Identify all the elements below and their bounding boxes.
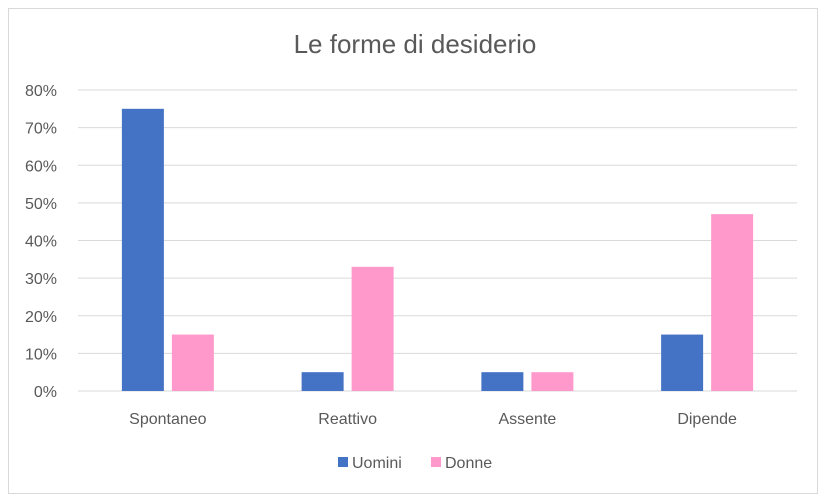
- bar-uomini-reattivo: [301, 372, 344, 391]
- bar-donne-spontaneo: [171, 334, 214, 391]
- bar-uomini-assente: [481, 372, 524, 391]
- bar-donne-dipende: [711, 214, 754, 391]
- legend-label-donne: Donne: [445, 455, 492, 472]
- x-category-label: Assente: [498, 411, 556, 428]
- bar-donne-reattivo: [351, 266, 394, 391]
- y-tick-label: 30%: [25, 271, 57, 288]
- legend: Uomini Donne: [338, 455, 492, 472]
- y-tick-label: 70%: [25, 121, 57, 138]
- legend-swatch-donne: [431, 457, 441, 467]
- bar-uomini-dipende: [661, 334, 704, 391]
- x-axis-category-labels: Spontaneo Reattivo Assente Dipende: [129, 411, 737, 428]
- y-tick-label: 60%: [25, 158, 57, 175]
- y-tick-label: 20%: [25, 309, 57, 326]
- y-tick-label: 40%: [25, 234, 57, 251]
- legend-swatch-uomini: [338, 457, 348, 467]
- x-category-label: Dipende: [677, 411, 737, 428]
- x-category-label: Reattivo: [318, 411, 377, 428]
- bar-uomini-spontaneo: [121, 108, 164, 391]
- y-tick-label: 10%: [25, 346, 57, 363]
- y-tick-label: 0%: [34, 384, 57, 401]
- legend-label-uomini: Uomini: [352, 455, 402, 472]
- y-tick-label: 50%: [25, 196, 57, 213]
- x-category-label: Spontaneo: [129, 411, 207, 428]
- bar-donne-assente: [531, 372, 574, 391]
- chart-title: Le forme di desiderio: [294, 29, 537, 59]
- y-axis-tick-labels: 0% 10% 20% 30% 40% 50% 60% 70% 80%: [25, 83, 57, 401]
- y-tick-label: 80%: [25, 83, 57, 100]
- bars: [121, 108, 754, 391]
